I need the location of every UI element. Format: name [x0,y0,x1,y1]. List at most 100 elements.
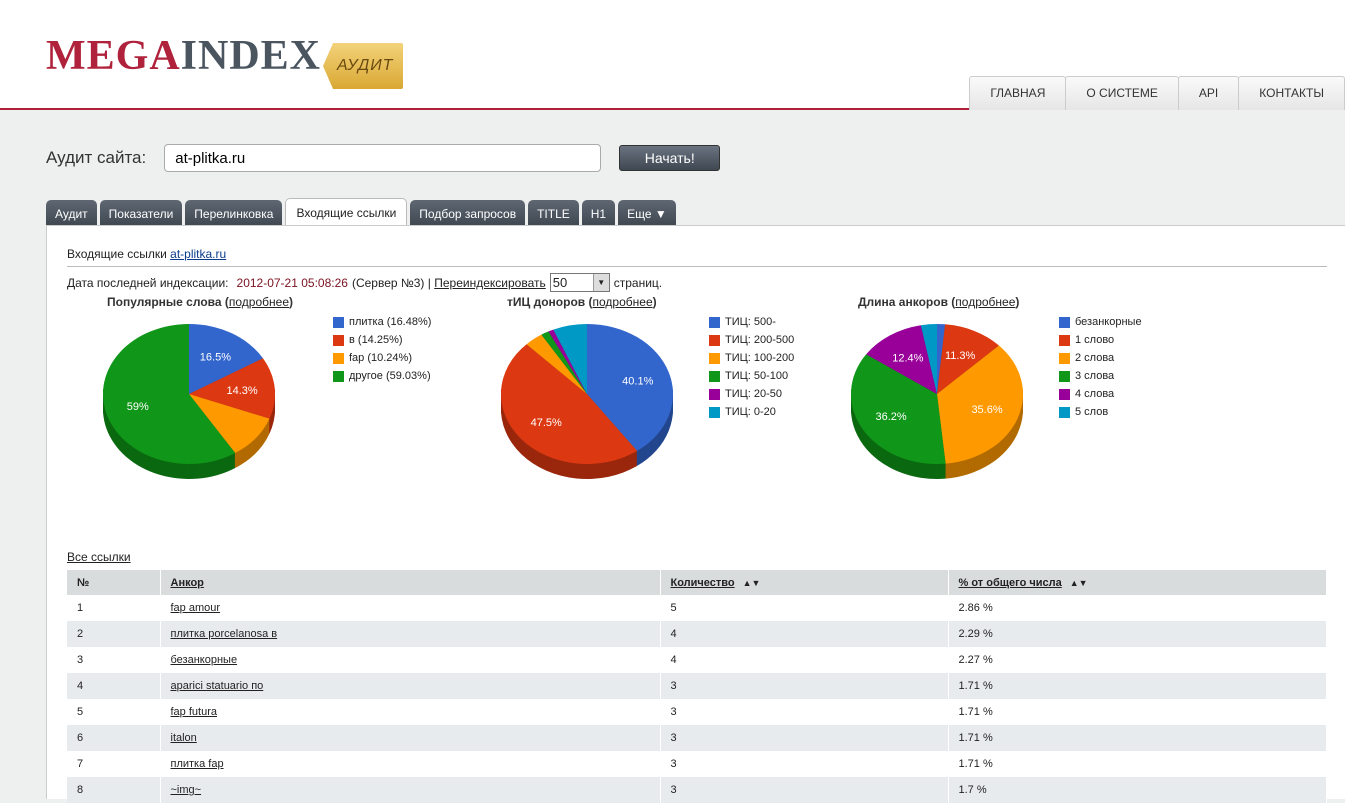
anchor-link[interactable]: fap futura [170,706,217,718]
row-count: 4 [660,621,949,647]
links-table: № Анкор Количество ▲▼ % от общего числа ▲▼… [67,570,1327,803]
tab-incoming-links[interactable]: Входящие ссылки [285,198,408,227]
row-percent: 2.29 % [948,621,1327,647]
more-link[interactable]: подробнее [955,295,1016,309]
index-date: 2012-07-21 05:08:26 [236,275,348,290]
more-link[interactable]: подробнее [228,295,289,309]
legend-item: fap (10.24%) [333,349,431,367]
anchor-link[interactable]: ~img~ [170,784,202,796]
legend-swatch [709,316,720,328]
row-count: 3 [660,699,949,725]
legend-item: ТИЦ: 100-200 [709,349,794,367]
pie-slice[interactable] [189,324,263,394]
legend-swatch [1059,388,1070,400]
row-percent: 1.71 % [948,725,1327,751]
sort-icon[interactable]: ▲▼ [742,577,761,588]
legend-swatch [709,388,720,400]
site-input[interactable] [164,144,602,172]
col-number: № [67,570,161,595]
legend-item: 3 слова [1059,367,1142,385]
anchor-link[interactable]: italon [170,732,197,744]
row-percent: 1.7 % [948,777,1327,803]
legend-swatch [1059,316,1070,328]
tab-interlinking[interactable]: Перелинковка [185,200,283,227]
pie-slice[interactable] [866,325,937,394]
pie-slice-label: 47.5% [531,417,562,429]
chart-title-tic-donors: тИЦ доноров (подробнее) [507,295,657,309]
anchor-link[interactable]: безанкорные [170,654,238,666]
table-row: 3 безанкорные 4 2.27 % [67,647,1327,673]
tab-more[interactable]: Еще ▼ [618,200,676,227]
pie-slice-label: 14.3% [227,385,258,397]
pie-slice-label: 11.3% [945,350,976,362]
anchor-link[interactable]: плитка porcelanosa в [170,628,278,640]
pie-slice-label: 59% [127,401,149,413]
legend-label: ТИЦ: 50-100 [725,370,789,382]
row-count: 3 [660,673,949,699]
divider [67,266,1327,267]
row-number: 2 [67,621,161,647]
tab-query-selection[interactable]: Подбор запросов [410,200,526,227]
pie-slice[interactable] [587,324,673,451]
pie-slice[interactable] [189,358,275,419]
pie-slice[interactable] [189,394,270,454]
start-button[interactable]: Начать! [619,145,721,171]
legend-swatch [709,334,720,346]
tab-title[interactable]: TITLE [528,200,579,227]
pie-chart-tic-donors: 40.1% 47.5% [501,324,673,479]
pie-slice[interactable] [501,344,638,464]
pie-slice-label: 16.5% [200,351,231,363]
pie-slice[interactable] [553,324,587,394]
megaindex-logo[interactable]: MEGAINDEX АУДИТ [46,35,404,89]
tab-indicators[interactable]: Показатели [99,200,183,227]
legend-item: ТИЦ: 20-50 [709,385,794,403]
col-anchor[interactable]: Анкор [160,570,661,595]
tab-h1[interactable]: H1 [581,200,616,227]
more-link[interactable]: подробнее [592,295,653,309]
pie-chart-popular-words: 16.5% 14.3% 59% [102,324,275,479]
legend-label: ТИЦ: 100-200 [725,352,795,364]
table-row: 1 fap amour 5 2.86 % [67,595,1327,621]
pie-slice[interactable] [548,329,587,394]
legend-label: ТИЦ: 500- [725,316,776,328]
anchor-link[interactable]: fap amour [170,602,221,614]
anchor-link[interactable]: плитка fap [170,758,224,770]
row-percent: 1.71 % [948,673,1327,699]
anchor-link[interactable]: aparici statuario по [170,680,264,692]
pie-slice[interactable] [937,324,999,394]
legend-label: плитка (16.48%) [349,316,432,328]
legend-item: другое (59.03%) [333,367,431,385]
pie-slice[interactable] [937,345,1023,464]
legend-item: в (14.25%) [333,331,431,349]
nav-home[interactable]: ГЛАВНАЯ [969,76,1067,110]
row-count: 4 [660,647,949,673]
reindex-link[interactable]: Переиндексировать [434,275,546,290]
header: MEGAINDEX АУДИТ ГЛАВНАЯ О СИСТЕМЕ API КОН… [0,0,1345,110]
legend-swatch [1059,370,1070,382]
legend-item: ТИЦ: 50-100 [709,367,794,385]
table-row: 7 плитка fap 3 1.71 % [67,751,1327,777]
all-links-link[interactable]: Все ссылки [67,550,131,564]
legend-swatch [1059,334,1070,346]
nav-about[interactable]: О СИСТЕМЕ [1065,76,1179,110]
nav-contacts[interactable]: КОНТАКТЫ [1238,76,1345,110]
pie-slice[interactable] [851,354,946,464]
tab-audit[interactable]: Аудит [46,200,97,227]
pie-slice[interactable] [103,324,236,464]
row-count: 3 [660,751,949,777]
sort-icon[interactable]: ▲▼ [1069,577,1088,588]
site-link[interactable]: at-plitka.ru [170,247,227,261]
pie-slice[interactable] [526,334,587,394]
legend-label: 1 слово [1075,334,1115,346]
row-anchor: безанкорные [160,647,661,673]
col-count[interactable]: Количество ▲▼ [660,570,949,595]
pie-slice[interactable] [937,324,946,394]
pie-slice[interactable] [920,324,937,394]
col-percent[interactable]: % от общего числа ▲▼ [948,570,1327,595]
legend-label: другое (59.03%) [349,370,431,382]
pages-select[interactable]: 50 ▼ [549,273,610,292]
legend-item: ТИЦ: 0-20 [709,403,794,421]
pie-slice[interactable] [541,331,587,394]
nav-api[interactable]: API [1177,76,1240,110]
row-count: 3 [660,777,949,803]
